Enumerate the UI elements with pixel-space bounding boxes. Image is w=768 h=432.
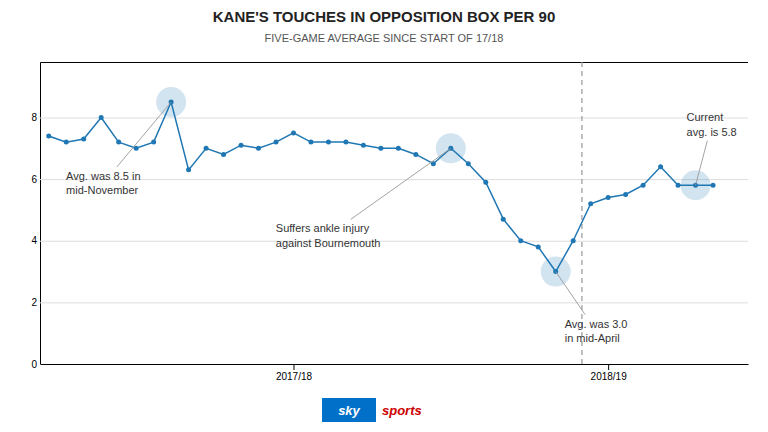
- point: [99, 115, 104, 120]
- y-tick: 4: [31, 235, 748, 246]
- point: [413, 152, 418, 157]
- point: [64, 140, 69, 145]
- point: [536, 244, 541, 249]
- annotation-line: [351, 148, 451, 219]
- point: [256, 146, 261, 151]
- annotation-line: [117, 102, 171, 167]
- plot-area: [46, 62, 715, 364]
- point: [641, 183, 646, 188]
- logo-text: sky: [338, 403, 360, 418]
- x-tick-label: 2018/19: [591, 371, 628, 382]
- annotation-line-text: in mid-April: [565, 332, 620, 344]
- annotation-line-text: avg. is 5.8: [687, 126, 737, 138]
- y-tick: 2: [31, 297, 748, 308]
- y-tick-label: 2: [31, 297, 37, 308]
- x-axis-line: [41, 364, 749, 365]
- annotation-line-text: Current: [687, 111, 724, 123]
- annotation-line-text: mid-November: [66, 184, 138, 196]
- title: KANE'S TOUCHES IN OPPOSITION BOX PER 90: [213, 8, 556, 25]
- y-axis: 0 2 4 6 8: [31, 63, 748, 370]
- logo-box: [322, 398, 376, 422]
- point: [396, 146, 401, 151]
- y-tick-label: 4: [31, 235, 37, 246]
- point: [204, 146, 209, 151]
- grid-line: [40, 179, 748, 180]
- point: [151, 140, 156, 145]
- annotation: Suffers ankle injury against Bournemouth: [276, 222, 381, 248]
- point: [361, 143, 366, 148]
- point: [221, 152, 226, 157]
- annotation-line-text: Avg. was 3.0: [565, 318, 628, 330]
- point: [623, 192, 628, 197]
- annotation: Avg. was 3.0 in mid-April: [565, 318, 628, 344]
- point: [343, 140, 348, 145]
- tick-mark: [293, 364, 294, 370]
- grid-line: [40, 241, 748, 242]
- line: [49, 102, 713, 271]
- logo: sky sports: [322, 398, 422, 422]
- annotation-line-text: Avg. was 8.5 in: [66, 170, 140, 182]
- point: [308, 140, 313, 145]
- grid-line: [40, 302, 748, 303]
- annotations: Avg. was 8.5 in mid-November Suffers ankle…: [66, 102, 737, 344]
- point: [116, 140, 121, 145]
- point: [571, 238, 576, 243]
- y-axis-line: [41, 63, 749, 365]
- point: [274, 140, 279, 145]
- point: [483, 180, 488, 185]
- logo-text: sports: [382, 403, 422, 418]
- point: [81, 137, 86, 142]
- annotation-line: [556, 272, 585, 315]
- tick-mark: [608, 364, 609, 370]
- point: [466, 161, 471, 166]
- y-tick: 8: [31, 112, 748, 123]
- point: [239, 143, 244, 148]
- subtitle: FIVE-GAME AVERAGE SINCE START OF 17/18: [265, 32, 504, 44]
- x-tick-label: 2017/18: [276, 371, 313, 382]
- grid-line: [40, 364, 748, 365]
- x-tick: 2018/19: [591, 364, 628, 382]
- point: [676, 183, 681, 188]
- grid-line: [40, 117, 748, 118]
- y-tick-label: 6: [31, 174, 37, 185]
- point: [326, 140, 331, 145]
- x-tick: 2017/18: [276, 364, 313, 382]
- point: [291, 130, 296, 135]
- annotation-line: [696, 141, 708, 186]
- point: [378, 146, 383, 151]
- point: [518, 238, 523, 243]
- point: [606, 195, 611, 200]
- point: [186, 167, 191, 172]
- y-tick-label: 0: [31, 359, 37, 370]
- point: [501, 217, 506, 222]
- annotation-line-text: against Bournemouth: [276, 237, 381, 249]
- point: [658, 164, 663, 169]
- annotation: Current avg. is 5.8: [687, 111, 737, 137]
- point: [711, 183, 716, 188]
- annotation: Avg. was 8.5 in mid-November: [66, 170, 140, 196]
- point: [46, 133, 51, 138]
- y-tick: 0: [31, 359, 748, 370]
- chart: KANE'S TOUCHES IN OPPOSITION BOX PER 90 F…: [0, 0, 768, 432]
- point: [588, 201, 593, 206]
- y-tick-label: 8: [31, 112, 37, 123]
- x-axis: 2017/18 2018/19: [41, 364, 749, 382]
- annotation-line-text: Suffers ankle injury: [276, 222, 370, 234]
